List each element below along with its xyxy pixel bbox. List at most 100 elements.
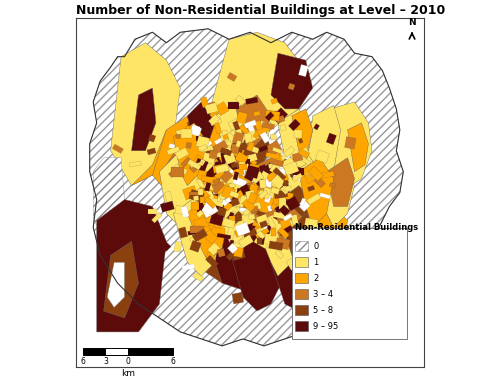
Polygon shape [223,201,233,211]
Polygon shape [242,226,256,238]
Polygon shape [196,136,210,149]
Polygon shape [194,217,209,229]
Polygon shape [257,173,265,177]
Text: 5 – 8: 5 – 8 [313,306,333,315]
Polygon shape [242,198,256,212]
Polygon shape [212,181,226,195]
Polygon shape [270,159,284,167]
Polygon shape [194,201,205,212]
Polygon shape [231,173,237,184]
Polygon shape [270,203,277,210]
Polygon shape [255,187,264,194]
Polygon shape [194,158,208,172]
Polygon shape [282,189,288,197]
Polygon shape [209,150,218,159]
Polygon shape [254,214,260,223]
Polygon shape [209,175,222,182]
Polygon shape [248,189,258,198]
Polygon shape [245,171,250,176]
Polygon shape [244,174,254,181]
Polygon shape [244,168,259,183]
Polygon shape [202,152,216,164]
Polygon shape [329,183,336,188]
Polygon shape [292,218,298,224]
Polygon shape [217,248,226,257]
Polygon shape [262,222,270,230]
Polygon shape [191,202,199,210]
Polygon shape [298,199,310,212]
Polygon shape [246,153,258,162]
Polygon shape [282,154,290,160]
Polygon shape [320,102,372,193]
Polygon shape [268,175,274,181]
Bar [106,348,128,354]
Polygon shape [203,230,218,244]
Polygon shape [228,211,241,225]
Polygon shape [258,190,268,199]
Bar [296,241,308,251]
Bar [128,348,150,354]
Polygon shape [247,142,254,151]
Polygon shape [192,272,204,282]
Polygon shape [270,181,278,188]
Polygon shape [205,102,218,114]
Polygon shape [229,227,285,311]
Polygon shape [196,177,205,189]
Polygon shape [198,144,207,152]
Polygon shape [244,120,256,129]
Polygon shape [224,155,237,164]
Polygon shape [209,225,216,231]
Text: 2: 2 [313,274,318,283]
Polygon shape [248,192,258,204]
Text: N: N [408,18,416,27]
Polygon shape [306,105,340,186]
Polygon shape [288,83,295,90]
Polygon shape [298,138,303,144]
Polygon shape [202,203,218,218]
Polygon shape [314,176,326,188]
Polygon shape [267,110,280,121]
Polygon shape [256,212,266,223]
Polygon shape [96,199,166,332]
Polygon shape [206,253,215,261]
Polygon shape [282,158,296,166]
Polygon shape [181,157,192,167]
Polygon shape [294,237,304,243]
Polygon shape [199,159,205,166]
Polygon shape [314,223,324,233]
Polygon shape [188,102,215,144]
Polygon shape [112,144,124,154]
Polygon shape [239,162,245,169]
Polygon shape [188,191,202,195]
Polygon shape [212,186,225,195]
Polygon shape [236,95,271,151]
Polygon shape [269,152,285,168]
Polygon shape [256,123,272,136]
Polygon shape [233,172,239,180]
Polygon shape [188,230,198,235]
Text: 3 – 4: 3 – 4 [313,290,333,299]
Polygon shape [266,141,282,157]
Polygon shape [246,97,258,104]
Bar [296,257,308,267]
Polygon shape [224,155,233,162]
Polygon shape [196,210,204,218]
Polygon shape [320,171,334,178]
Polygon shape [208,214,257,290]
Polygon shape [283,204,294,209]
Polygon shape [226,252,234,261]
Polygon shape [212,214,221,225]
Polygon shape [202,201,216,215]
Polygon shape [188,159,202,170]
Polygon shape [227,72,237,81]
Polygon shape [204,197,216,209]
Polygon shape [240,164,247,170]
Polygon shape [132,88,156,151]
Polygon shape [200,197,209,204]
Polygon shape [326,133,336,145]
Polygon shape [246,159,250,166]
Polygon shape [180,199,236,283]
Polygon shape [315,150,330,163]
Polygon shape [299,158,334,227]
Polygon shape [190,240,202,253]
